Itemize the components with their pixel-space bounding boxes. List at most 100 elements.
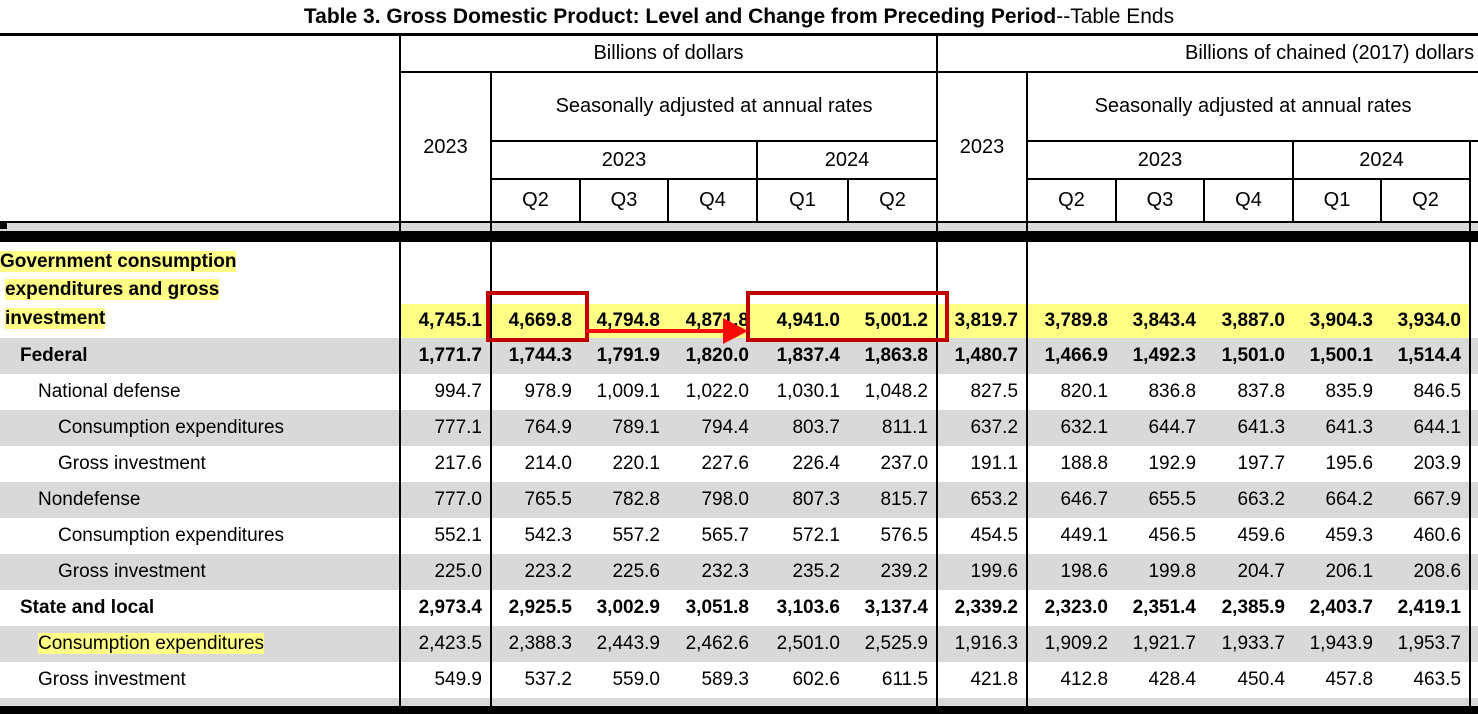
cell: 798.0 (668, 482, 757, 518)
cell: 463.5 (1381, 662, 1472, 698)
cell: 641.3 (1204, 410, 1294, 446)
cell: 837.8 (1237, 381, 1286, 402)
cutoff-column-sliver (1470, 518, 1478, 554)
cutoff-column-sliver (1470, 242, 1478, 338)
cell: 2,423.5 (400, 626, 492, 662)
cutoff-column-sliver (1470, 374, 1478, 410)
cell: 450.4 (1237, 669, 1286, 690)
cell: 237.0 (848, 446, 939, 482)
table-row: Gross investment 217.6 214.0 220.1 227.6… (0, 446, 1478, 482)
quarter-header: Q2 (491, 179, 581, 223)
cell: 197.7 (1237, 453, 1286, 474)
cell: 2,339.2 (937, 590, 1029, 626)
cell: 1,953.7 (1381, 626, 1472, 662)
cell: 459.3 (1325, 525, 1374, 546)
cell: 2,501.0 (757, 626, 848, 662)
cell: 220.1 (612, 453, 660, 474)
cell: 449.1 (1060, 525, 1109, 546)
cell: 214.0 (524, 453, 572, 474)
cell: 3,137.4 (848, 590, 939, 626)
cell: 1,500.1 (1293, 338, 1382, 374)
cell: 188.8 (1060, 453, 1109, 474)
row-label-column-header (0, 34, 401, 223)
cell: 428.4 (1148, 669, 1197, 690)
group-header-chained-dollars: Billions of chained (2017) dollars (937, 34, 1478, 73)
cell: 978.9 (524, 381, 572, 402)
quarter-header: Q2 (848, 179, 939, 223)
row-label: Gross investment (0, 554, 401, 590)
cell: 811.1 (848, 410, 939, 446)
cell: 646.7 (1027, 482, 1117, 518)
cell: 5,001.2 (848, 242, 939, 338)
annotation-box-2024-q1-q2 (746, 291, 949, 342)
cell: 663.2 (1204, 482, 1294, 518)
cell: 1,514.4 (1381, 338, 1472, 374)
cell: 641.3 (1293, 410, 1382, 446)
annotation-box-q2-2023 (486, 291, 589, 342)
cutoff-column-sliver (1470, 410, 1478, 446)
row-label: Consumption expenditures (0, 518, 401, 554)
cell: 559.0 (612, 669, 660, 690)
row-label: State and local (0, 590, 401, 626)
quarter-header: Q1 (757, 179, 849, 223)
cutoff-column-sliver (1470, 338, 1478, 374)
table-row: Consumption expenditures 777.1 764.9 789… (0, 410, 1478, 446)
cell: 2,443.9 (580, 626, 668, 662)
cell: 2,462.6 (668, 626, 757, 662)
cell: 1,492.3 (1116, 338, 1205, 374)
cell: 1,744.3 (491, 338, 580, 374)
cell: 557.2 (612, 525, 660, 546)
cell: 565.7 (701, 525, 749, 546)
cell: 4,669.8 (491, 242, 580, 338)
row-label: Gross investment (0, 662, 401, 698)
cell: 3,887.0 (1204, 242, 1294, 338)
cell: 827.5 (937, 374, 1029, 410)
cell: 576.5 (848, 518, 939, 554)
quarter-header: Q2 (1027, 179, 1118, 223)
cell: 807.3 (757, 482, 848, 518)
section-divider (0, 231, 1478, 242)
quarter-header: Q4 (1204, 179, 1295, 223)
cell: 2,323.0 (1044, 597, 1109, 618)
cell: 3,934.0 (1381, 242, 1472, 338)
cell: 835.9 (1325, 381, 1374, 402)
cell: 1,943.9 (1293, 626, 1382, 662)
table-title-suffix: --Table Ends (1056, 4, 1175, 28)
cell: 549.9 (400, 662, 492, 698)
cell: 765.5 (491, 482, 580, 518)
cell: 4,794.8 (580, 242, 668, 338)
cell: 1,916.3 (937, 626, 1029, 662)
cell: 1,771.7 (400, 338, 492, 374)
cutoff-column-sliver (1470, 482, 1478, 518)
cell: 667.9 (1381, 482, 1472, 518)
cell: 199.6 (937, 554, 1029, 590)
row-label: National defense (0, 374, 401, 410)
gdp-table: Billions of dollars Billions of chained … (0, 33, 1478, 714)
annual-2023-header-chained: 2023 (937, 72, 1029, 223)
cell: 836.8 (1148, 381, 1197, 402)
cell: 2,388.3 (491, 626, 580, 662)
table-title-main: Table 3. Gross Domestic Product: Level a… (303, 4, 1057, 28)
cell: 3,843.4 (1116, 242, 1205, 338)
cell: 572.1 (792, 525, 840, 546)
cell: 644.1 (1381, 410, 1472, 446)
table-row: Government consumption expenditures and … (0, 242, 1478, 338)
cell: 198.6 (1027, 554, 1117, 590)
cell: 1,820.0 (668, 338, 757, 374)
cell: 1,909.2 (1027, 626, 1117, 662)
row-label: Consumption expenditures (0, 410, 401, 446)
cell: 611.5 (848, 662, 939, 698)
cell: 777.0 (400, 482, 492, 518)
row-label: Consumption expenditures (0, 626, 401, 662)
annotation-arrow-head-icon (723, 318, 748, 344)
cell: 803.7 (757, 410, 848, 446)
cell: 203.9 (1381, 446, 1472, 482)
cell: 764.9 (491, 410, 580, 446)
cell: 459.6 (1237, 525, 1286, 546)
cell: 2,351.4 (1132, 597, 1197, 618)
cell: 1,480.7 (937, 338, 1029, 374)
cell: 225.6 (580, 554, 668, 590)
cell: 3,819.7 (937, 242, 1029, 338)
table-row: Gross investment 549.9 537.2 559.0 589.3… (0, 662, 1478, 698)
cell: 2,419.1 (1381, 590, 1472, 626)
